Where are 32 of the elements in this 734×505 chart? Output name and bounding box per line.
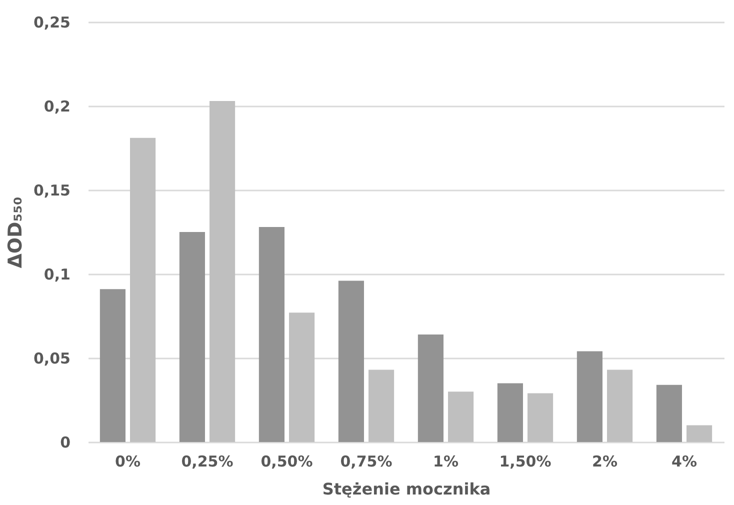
y-tick-label: 0,15 [33, 182, 70, 200]
bar [179, 232, 205, 442]
x-tick-label: 0,50% [260, 452, 313, 470]
bar [448, 392, 474, 442]
bar [418, 334, 444, 442]
x-tick-label: 0,75% [340, 452, 392, 470]
bar [100, 289, 126, 442]
x-tick-label: 2% [592, 452, 618, 470]
bar [258, 226, 284, 442]
x-axis-title: Stężenie mocznika [322, 480, 491, 498]
y-tick-label: 0,25 [33, 14, 70, 32]
bar [338, 280, 364, 442]
bar [576, 351, 602, 442]
x-tick-label: 0,25% [181, 452, 234, 470]
y-axis-title: ΔOD₅₅₀ [4, 196, 26, 268]
bar [368, 370, 394, 442]
x-tick-label: 4% [672, 452, 697, 470]
bar [528, 393, 554, 442]
y-tick-label: 0,2 [44, 98, 70, 116]
y-tick-label: 0,05 [33, 350, 70, 368]
bar [130, 138, 156, 442]
y-tick-label: 0 [60, 434, 70, 452]
bar [656, 384, 682, 442]
bar [497, 383, 523, 442]
x-tick-label: 1% [433, 452, 458, 470]
x-tick-label: 0% [115, 452, 140, 470]
bar [210, 100, 236, 442]
x-tick-label: 1,50% [499, 452, 552, 470]
bar [607, 370, 633, 442]
y-tick-label: 0,1 [44, 266, 70, 284]
bar [289, 312, 315, 442]
bar [686, 425, 712, 442]
